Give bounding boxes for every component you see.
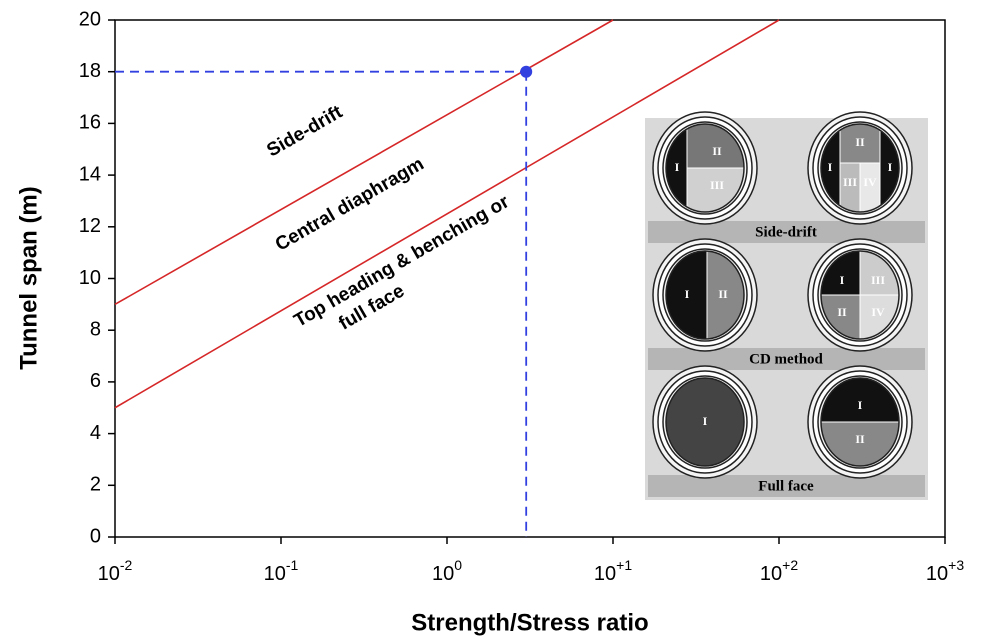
section-label: I — [840, 273, 845, 287]
x-tick-label: 10+3 — [926, 557, 964, 586]
x-tick-exponent: +2 — [782, 557, 798, 573]
y-tick-label: 18 — [79, 60, 101, 82]
section-label: II — [712, 144, 722, 158]
x-tick-label: 100 — [432, 557, 462, 586]
chart: Strength/Stress ratio Tunnel span (m) 0 2… — [0, 0, 986, 642]
y-tick-label: 12 — [79, 215, 101, 237]
section-label: I — [685, 287, 690, 301]
x-tick-label: 10+2 — [760, 557, 798, 586]
y-tick-label: 10 — [79, 267, 101, 289]
y-tick-label: 4 — [90, 422, 101, 444]
section-label: I — [888, 160, 893, 174]
y-tick-label: 0 — [90, 525, 101, 547]
y-tick-label: 2 — [90, 474, 101, 496]
x-tick-label: 10-2 — [98, 557, 133, 586]
region-label: Side-drift — [263, 101, 346, 161]
x-tick-base: 10 — [594, 563, 616, 585]
section-label: I — [828, 160, 833, 174]
section-label: III — [710, 178, 724, 192]
section-label: II — [837, 305, 847, 319]
panel-caption: Side-drift — [755, 224, 817, 240]
section-label: III — [843, 175, 857, 189]
x-tick-label: 10-1 — [264, 557, 299, 586]
y-tick-label: 14 — [79, 163, 101, 185]
panel-caption: CD method — [749, 351, 823, 367]
section-label: I — [675, 160, 680, 174]
x-tick-exponent: +3 — [948, 557, 964, 573]
x-tick-label: 10+1 — [594, 557, 632, 586]
section-label: II — [855, 432, 865, 446]
x-tick-base: 10 — [760, 563, 782, 585]
section-label: IV — [871, 305, 885, 319]
region-label: Central diaphragm — [272, 154, 428, 256]
y-tick-label: 6 — [90, 370, 101, 392]
x-axis-title: Strength/Stress ratio — [411, 609, 648, 636]
x-tick-base: 10 — [98, 563, 120, 585]
y-tick-label: 8 — [90, 318, 101, 340]
x-tick-exponent: -1 — [286, 557, 299, 573]
panel-caption: Full face — [758, 478, 814, 494]
section-label: III — [871, 273, 885, 287]
x-tick-base: 10 — [264, 563, 286, 585]
y-tick-label: 16 — [79, 112, 101, 134]
section-label: II — [855, 135, 865, 149]
y-tick-label: 20 — [79, 8, 101, 30]
x-tick-exponent: -2 — [120, 557, 133, 573]
design-point — [520, 66, 532, 78]
section-label: I — [703, 414, 708, 428]
x-tick-base: 10 — [432, 563, 454, 585]
section-label: I — [858, 398, 863, 412]
x-tick-exponent: 0 — [454, 557, 462, 573]
x-tick-exponent: +1 — [616, 557, 632, 573]
section-label: IV — [863, 175, 877, 189]
section-label: II — [718, 287, 728, 301]
x-tick-base: 10 — [926, 563, 948, 585]
y-axis-title: Tunnel span (m) — [15, 186, 42, 370]
